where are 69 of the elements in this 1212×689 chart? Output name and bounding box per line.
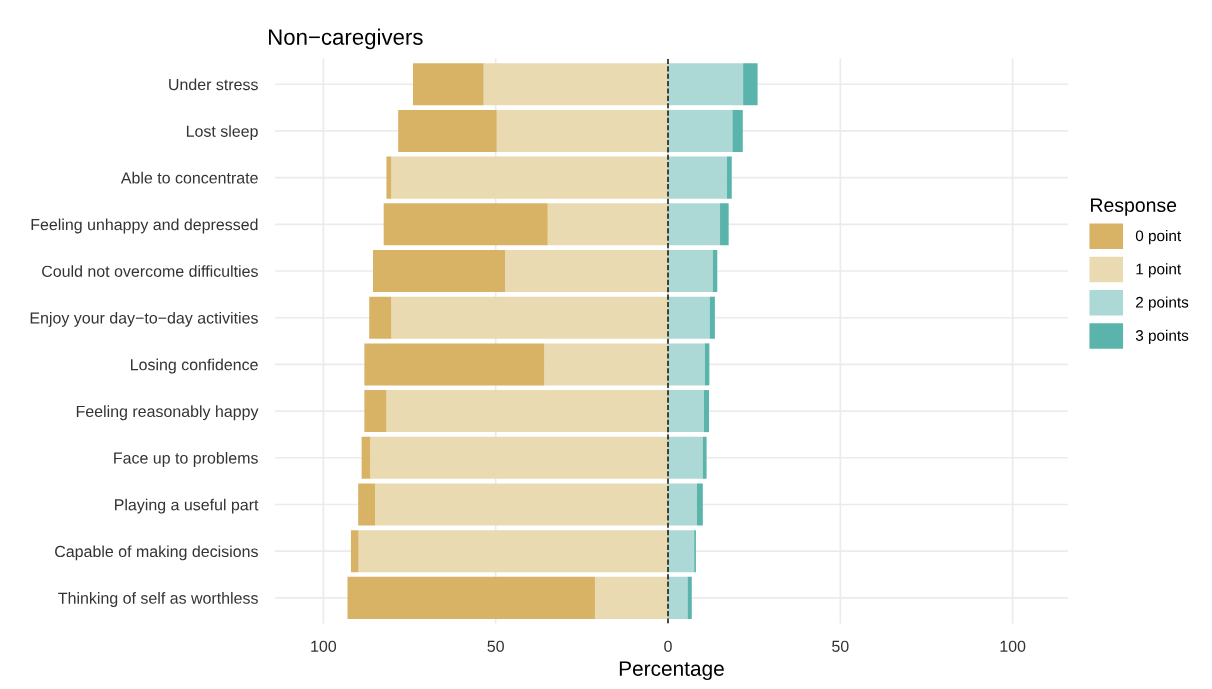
bar (668, 530, 695, 573)
bar (668, 250, 713, 293)
y-tick-label: Losing confidence (131, 358, 258, 374)
bar (544, 343, 668, 386)
bar (668, 343, 705, 386)
x-tick-label: 100 (311, 640, 337, 652)
bar (720, 203, 729, 246)
chart-title: Non−caregivers (269, 28, 423, 50)
bar (369, 296, 392, 339)
bar (361, 436, 371, 479)
y-tick-label: Thinking of self as worthless (58, 592, 258, 607)
bar (668, 203, 721, 246)
bar (668, 436, 703, 479)
y-tick-label: Under stress (169, 78, 258, 91)
legend-label: 1 point (1136, 263, 1182, 278)
bar (668, 63, 744, 106)
x-tick-label: 100 (1000, 640, 1026, 652)
legend-label: 0 point (1135, 230, 1182, 245)
y-tick-label: Feeling unhappy and depressed (31, 218, 258, 234)
bar (668, 390, 704, 433)
bar (386, 390, 668, 433)
bar (358, 483, 376, 526)
bar (496, 109, 668, 152)
bar (703, 390, 710, 433)
bar (668, 296, 710, 339)
bar (383, 203, 548, 246)
x-axis-title: Percentage (619, 661, 724, 681)
x-tick-label: 0 (664, 640, 672, 652)
bar (709, 296, 715, 339)
bar (668, 483, 697, 526)
bar (391, 156, 668, 199)
bar (696, 483, 703, 526)
bar (398, 109, 497, 152)
bar (373, 250, 505, 293)
y-tick-label: Playing a useful part (115, 498, 259, 514)
y-tick-label: Able to concentrate (120, 171, 258, 184)
y-tick-label: Enjoy your day−to−day activities (30, 311, 258, 327)
bar (668, 156, 727, 199)
bar (386, 156, 392, 199)
bar (726, 156, 732, 199)
bar (743, 63, 758, 106)
bar (594, 576, 668, 619)
x-tick-label: 50 (832, 640, 849, 652)
bar (732, 109, 743, 152)
bar (364, 343, 545, 386)
bar (547, 203, 668, 246)
bar (350, 530, 359, 573)
bar (358, 530, 668, 573)
bar (687, 576, 692, 619)
bar (668, 109, 733, 152)
bar (391, 296, 668, 339)
legend-label: 2 points (1136, 296, 1189, 311)
bar (347, 576, 595, 619)
y-tick-label: Could not overcome difficulties (42, 265, 258, 277)
y-tick-label: Lost sleep (186, 125, 258, 141)
x-tick-label: 50 (487, 640, 504, 652)
bar (668, 576, 688, 619)
bar (412, 63, 484, 106)
legend-title: Response (1091, 198, 1177, 216)
bar (375, 483, 668, 526)
bar (504, 250, 668, 293)
legend-label: 3 points (1135, 329, 1189, 344)
y-tick-label: Capable of making decisions (55, 545, 258, 561)
bar (370, 436, 668, 479)
bar (483, 63, 668, 106)
y-tick-label: Feeling reasonably happy (76, 405, 259, 421)
y-tick-label: Face up to problems (114, 452, 258, 467)
bar (364, 390, 387, 433)
bar (702, 436, 707, 479)
